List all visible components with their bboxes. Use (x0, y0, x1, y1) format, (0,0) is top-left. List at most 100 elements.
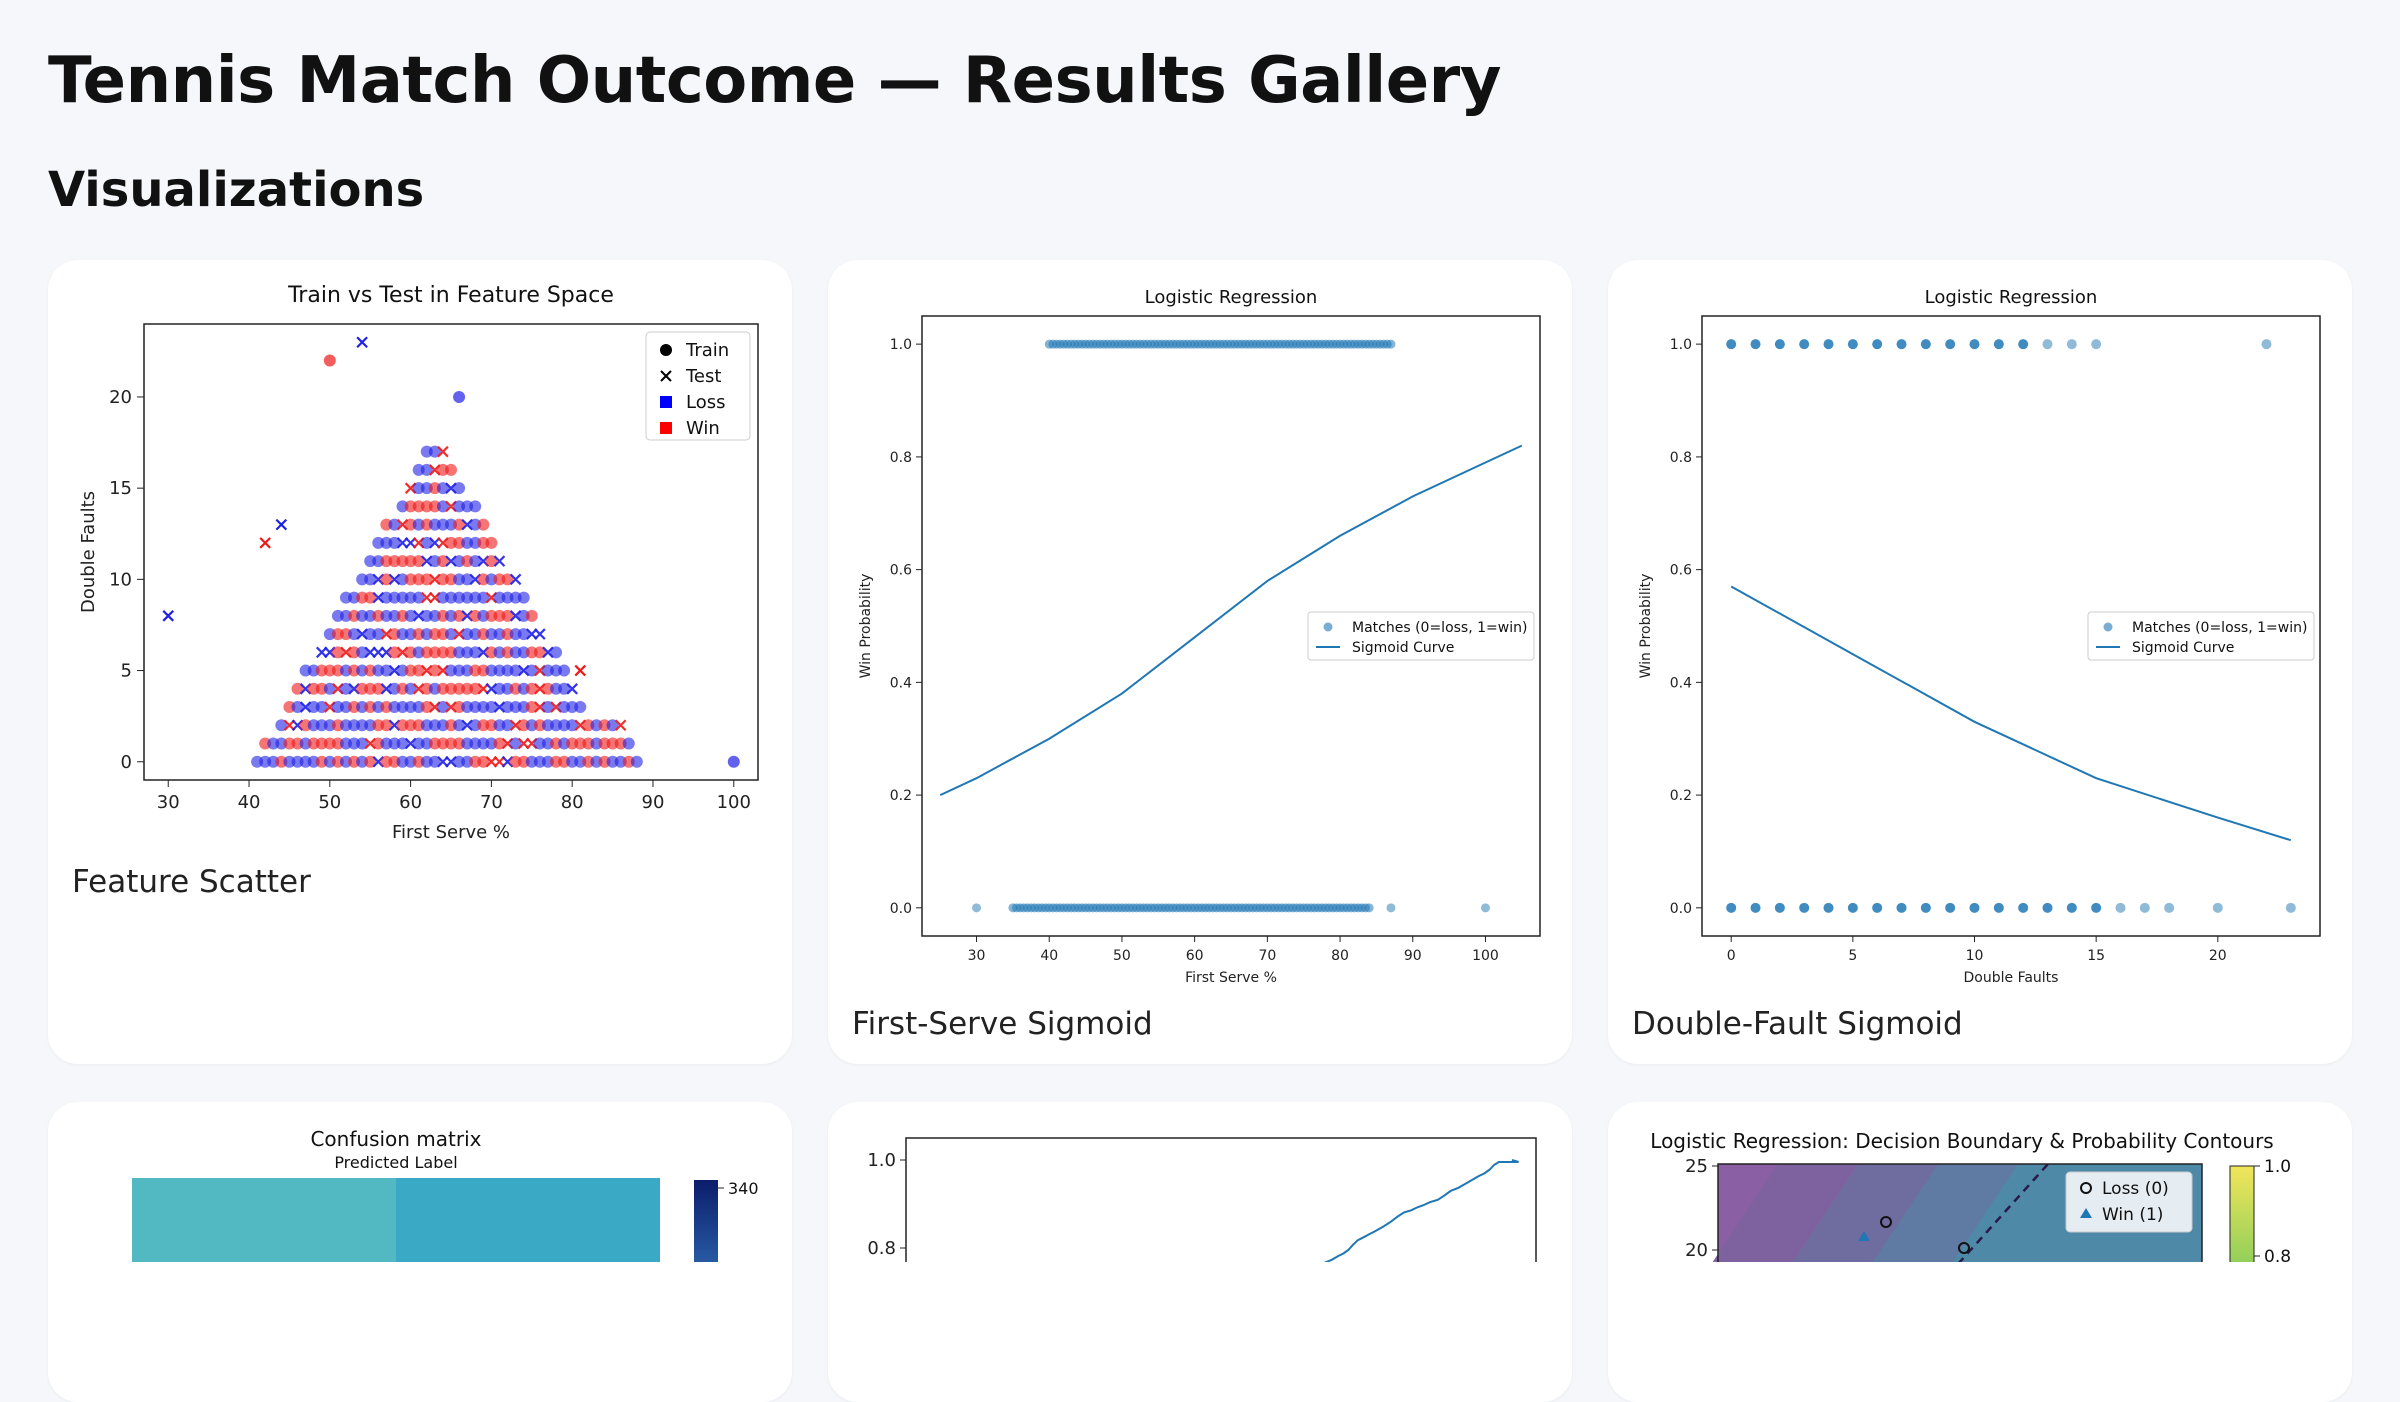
train-point (477, 518, 490, 531)
x-tick-label: 90 (642, 792, 665, 813)
train-point (517, 591, 530, 604)
x-tick-label: 90 (1404, 948, 1422, 964)
loss-point (2139, 902, 2150, 913)
plot-frame (143, 323, 759, 781)
train-point (364, 755, 377, 768)
x-tick-label: 40 (238, 792, 261, 813)
win-point (2066, 339, 2077, 350)
train-point (501, 719, 514, 732)
test-point (275, 518, 288, 531)
train-point (525, 609, 538, 622)
train-point (388, 646, 401, 659)
loss-point (1823, 902, 1834, 913)
chart-title: Train vs Test in Feature Space (287, 283, 614, 308)
card-curve[interactable]: 1.0 0.8 (828, 1102, 1572, 1402)
x-tick-label: 70 (480, 792, 503, 813)
win-point (1386, 339, 1396, 349)
test-point (493, 555, 506, 567)
train-point (339, 682, 352, 695)
x-tick-label: 0 (1727, 948, 1736, 964)
train-point (364, 591, 377, 604)
legend-marker-train (660, 344, 672, 356)
train-point (453, 719, 466, 732)
y-axis-label: Double Faults (78, 491, 99, 613)
train-point (485, 701, 498, 714)
card-caption: Double-Fault Sigmoid (1632, 1006, 1963, 1042)
win-point (2261, 339, 2272, 350)
x-axis-label: First Serve % (1185, 970, 1277, 986)
train-point (445, 463, 457, 476)
legend-marker-matches (1323, 622, 1333, 632)
train-point (525, 701, 538, 714)
train-point (501, 573, 514, 586)
train-point (550, 646, 563, 659)
train-point (428, 664, 441, 677)
train-point (558, 664, 571, 677)
train-point (436, 500, 449, 513)
y-tick-label: 1.0 (890, 337, 912, 353)
train-point (315, 701, 328, 714)
legend-label: Matches (0=loss, 1=win) (1352, 620, 1527, 636)
train-point (356, 737, 369, 750)
loss-point (1945, 902, 1956, 913)
win-point (1920, 339, 1931, 350)
sigmoid-curve (1730, 585, 2292, 842)
legend-marker-loss (2080, 1182, 2092, 1194)
chart-title: Confusion matrix (310, 1127, 481, 1151)
train-point (396, 737, 409, 750)
legend-marker-win (660, 422, 672, 434)
train-point (380, 719, 393, 732)
y-tick-label: 0.2 (890, 788, 912, 804)
train-point (517, 628, 530, 641)
y-tick-label: 0.8 (890, 450, 912, 466)
x-tick-label: 20 (2209, 948, 2227, 964)
loss-point (1880, 1216, 1892, 1228)
x-tick-label: 100 (1472, 948, 1499, 964)
y-tick-label: 0.0 (890, 901, 912, 917)
train-point (291, 682, 304, 695)
train-point (420, 573, 433, 586)
x-tick-label: 40 (1040, 948, 1058, 964)
x-axis-label: Double Faults (1964, 970, 2059, 986)
y-tick-label: 20 (109, 387, 132, 408)
loss-point (1920, 902, 1931, 913)
test-point (259, 537, 271, 549)
loss-point (2115, 902, 2126, 913)
train-point (404, 609, 417, 622)
loss-point (1969, 902, 1980, 913)
train-point (348, 628, 361, 641)
y-tick-label: 1.0 (1670, 337, 1692, 353)
card-confusion-matrix[interactable]: Confusion matrix Predicted Label 340 (48, 1102, 792, 1402)
chart-title: Logistic Regression (1145, 287, 1318, 308)
chart-decision-boundary: Logistic Regression: Decision Boundary &… (1650, 1129, 2291, 1262)
train-point (509, 664, 522, 677)
data-points (162, 336, 740, 768)
loss-point (1480, 903, 1490, 913)
train-point (453, 390, 466, 403)
card-double-fault-sigmoid[interactable]: Logistic Regression 0 5 10 15 20 0.0 0.2 0.4 0.6 0… (1608, 260, 2352, 1064)
loss-point (1750, 902, 1761, 913)
x-axis-label: First Serve % (392, 822, 510, 843)
train-point (412, 664, 425, 677)
train-point (275, 719, 288, 732)
train-point (291, 701, 304, 714)
x-tick-label: 80 (561, 792, 584, 813)
train-point (420, 701, 433, 714)
train-point (630, 755, 643, 768)
win-point (2091, 339, 2102, 350)
legend-label: Sigmoid Curve (2132, 640, 2234, 656)
test-point (614, 719, 627, 732)
train-point (533, 646, 546, 659)
win-point (1969, 339, 1980, 350)
colorbar (2229, 1165, 2255, 1262)
loss-point (1799, 902, 1810, 913)
train-point (453, 518, 466, 531)
train-point (436, 555, 449, 568)
card-feature-scatter[interactable]: Train vs Test in Feature Space 30 40 50 60 70… (48, 260, 792, 1064)
win-point (1799, 339, 1810, 350)
card-first-serve-sigmoid[interactable]: Logistic Regression 30 40 50 60 70 80 90 100 0.0 0… (828, 260, 1572, 1064)
win-point (1750, 339, 1761, 350)
card-decision-boundary[interactable]: Logistic Regression: Decision Boundary &… (1608, 1102, 2352, 1402)
win-point (1847, 339, 1858, 350)
y-tick-label: 25 (1685, 1156, 1708, 1177)
